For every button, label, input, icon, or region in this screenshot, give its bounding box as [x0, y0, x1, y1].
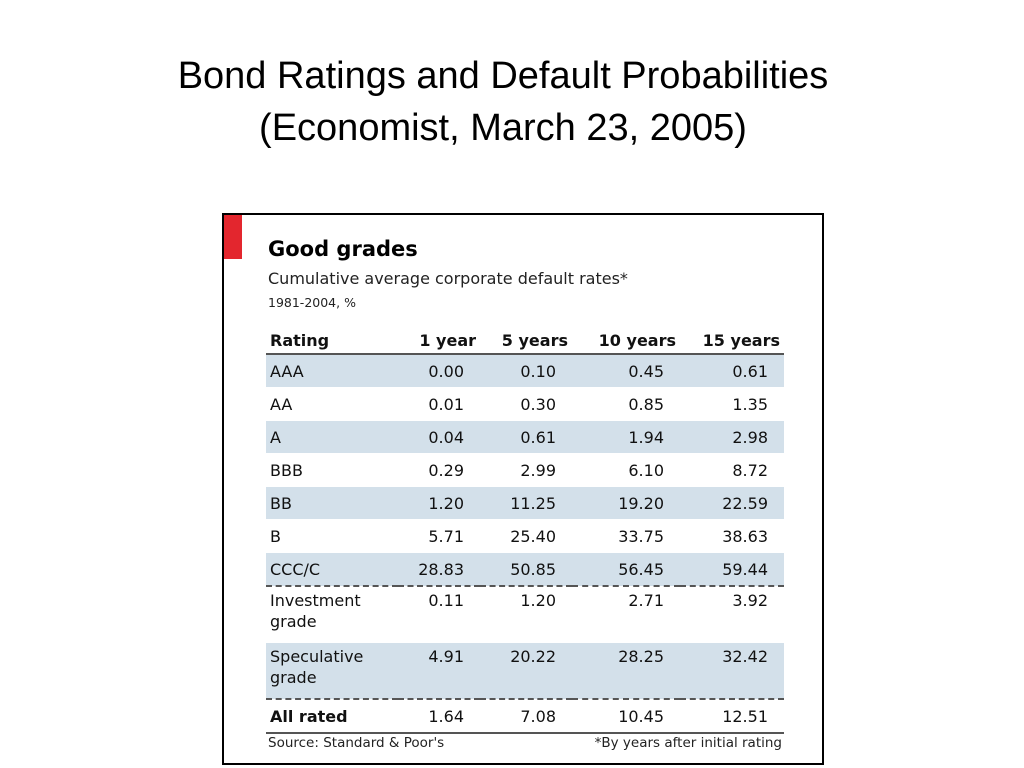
source-note: Source: Standard & Poor's — [268, 735, 445, 751]
economist-table-figure: Good grades Cumulative average corporate… — [222, 213, 824, 765]
rating-label: AA — [266, 387, 398, 421]
rate-cell: 19.20 — [572, 486, 680, 520]
footnote: *By years after initial rating — [594, 735, 782, 751]
table-row: B 5.71 25.40 33.75 38.63 — [266, 519, 784, 553]
rate-cell: 1.94 — [572, 420, 680, 454]
table-row: Speculative grade 4.91 20.22 28.25 32.42 — [266, 642, 784, 700]
rate-cell: 0.10 — [480, 354, 572, 388]
rate-cell: 50.85 — [480, 552, 572, 587]
rate-cell: 7.08 — [480, 699, 572, 734]
table-row: BB 1.20 11.25 19.20 22.59 — [266, 486, 784, 520]
table-body: AAA 0.00 0.10 0.45 0.61 AA 0.01 0.30 0.85 1.35 A 0.… — [266, 354, 784, 734]
default-rates-table: Rating 1 year 5 years 10 years 15 years … — [266, 327, 784, 734]
rate-cell: 1.20 — [480, 586, 572, 643]
table-header-row: Rating 1 year 5 years 10 years 15 years — [266, 327, 784, 355]
rate-cell: 2.99 — [480, 453, 572, 487]
rate-cell: 0.01 — [398, 387, 480, 421]
rating-label: A — [266, 420, 398, 454]
rate-cell: 0.45 — [572, 354, 680, 388]
rate-cell: 33.75 — [572, 519, 680, 553]
rate-cell: 28.25 — [572, 642, 680, 700]
rating-label: Investment grade — [266, 586, 398, 643]
rate-cell: 3.92 — [680, 586, 784, 643]
rate-cell: 1.35 — [680, 387, 784, 421]
rate-cell: 38.63 — [680, 519, 784, 553]
table-row: All rated 1.64 7.08 10.45 12.51 — [266, 699, 784, 734]
rating-label: AAA — [266, 354, 398, 388]
rate-cell: 2.98 — [680, 420, 784, 454]
rate-cell: 56.45 — [572, 552, 680, 587]
table-row: BBB 0.29 2.99 6.10 8.72 — [266, 453, 784, 487]
rate-cell: 0.85 — [572, 387, 680, 421]
rating-label: CCC/C — [266, 552, 398, 587]
rate-cell: 11.25 — [480, 486, 572, 520]
rate-cell: 28.83 — [398, 552, 480, 587]
rate-cell: 1.64 — [398, 699, 480, 734]
rating-label: B — [266, 519, 398, 553]
rate-cell: 0.00 — [398, 354, 480, 388]
rate-cell: 22.59 — [680, 486, 784, 520]
column-header: Rating — [266, 327, 398, 355]
rate-cell: 2.71 — [572, 586, 680, 643]
rate-cell: 0.61 — [480, 420, 572, 454]
table-row: Investment grade 0.11 1.20 2.71 3.92 — [266, 586, 784, 643]
rate-cell: 59.44 — [680, 552, 784, 587]
rate-cell: 0.04 — [398, 420, 480, 454]
rate-cell: 8.72 — [680, 453, 784, 487]
rate-cell: 32.42 — [680, 642, 784, 700]
rate-cell: 20.22 — [480, 642, 572, 700]
column-header: 1 year — [398, 327, 480, 355]
column-header: 5 years — [480, 327, 572, 355]
rate-cell: 0.30 — [480, 387, 572, 421]
rate-cell: 0.61 — [680, 354, 784, 388]
rating-label: BBB — [266, 453, 398, 487]
rate-cell: 0.11 — [398, 586, 480, 643]
rate-cell: 10.45 — [572, 699, 680, 734]
table-row: AAA 0.00 0.10 0.45 0.61 — [266, 354, 784, 388]
rating-label: BB — [266, 486, 398, 520]
rating-label: All rated — [266, 699, 398, 734]
rate-cell: 25.40 — [480, 519, 572, 553]
slide-title-line-1: Bond Ratings and Default Probabilities — [177, 55, 829, 97]
rating-label: Speculative grade — [266, 642, 398, 700]
column-header: 15 years — [680, 327, 784, 355]
rate-cell: 6.10 — [572, 453, 680, 487]
slide-title-line-2: (Economist, March 23, 2005) — [259, 107, 747, 149]
figure-title: Good grades — [268, 237, 418, 261]
rate-cell: 1.20 — [398, 486, 480, 520]
column-header: 10 years — [572, 327, 680, 355]
figure-period: 1981-2004, % — [268, 295, 356, 310]
slide-title: Bond Ratings and Default Probabilities (… — [0, 50, 1006, 154]
rate-cell: 5.71 — [398, 519, 480, 553]
table-row: AA 0.01 0.30 0.85 1.35 — [266, 387, 784, 421]
rate-cell: 4.91 — [398, 642, 480, 700]
table-row: CCC/C 28.83 50.85 56.45 59.44 — [266, 552, 784, 587]
red-accent-tab — [224, 215, 242, 259]
table-row: A 0.04 0.61 1.94 2.98 — [266, 420, 784, 454]
figure-subtitle: Cumulative average corporate default rat… — [268, 269, 628, 288]
rate-cell: 0.29 — [398, 453, 480, 487]
rate-cell: 12.51 — [680, 699, 784, 734]
